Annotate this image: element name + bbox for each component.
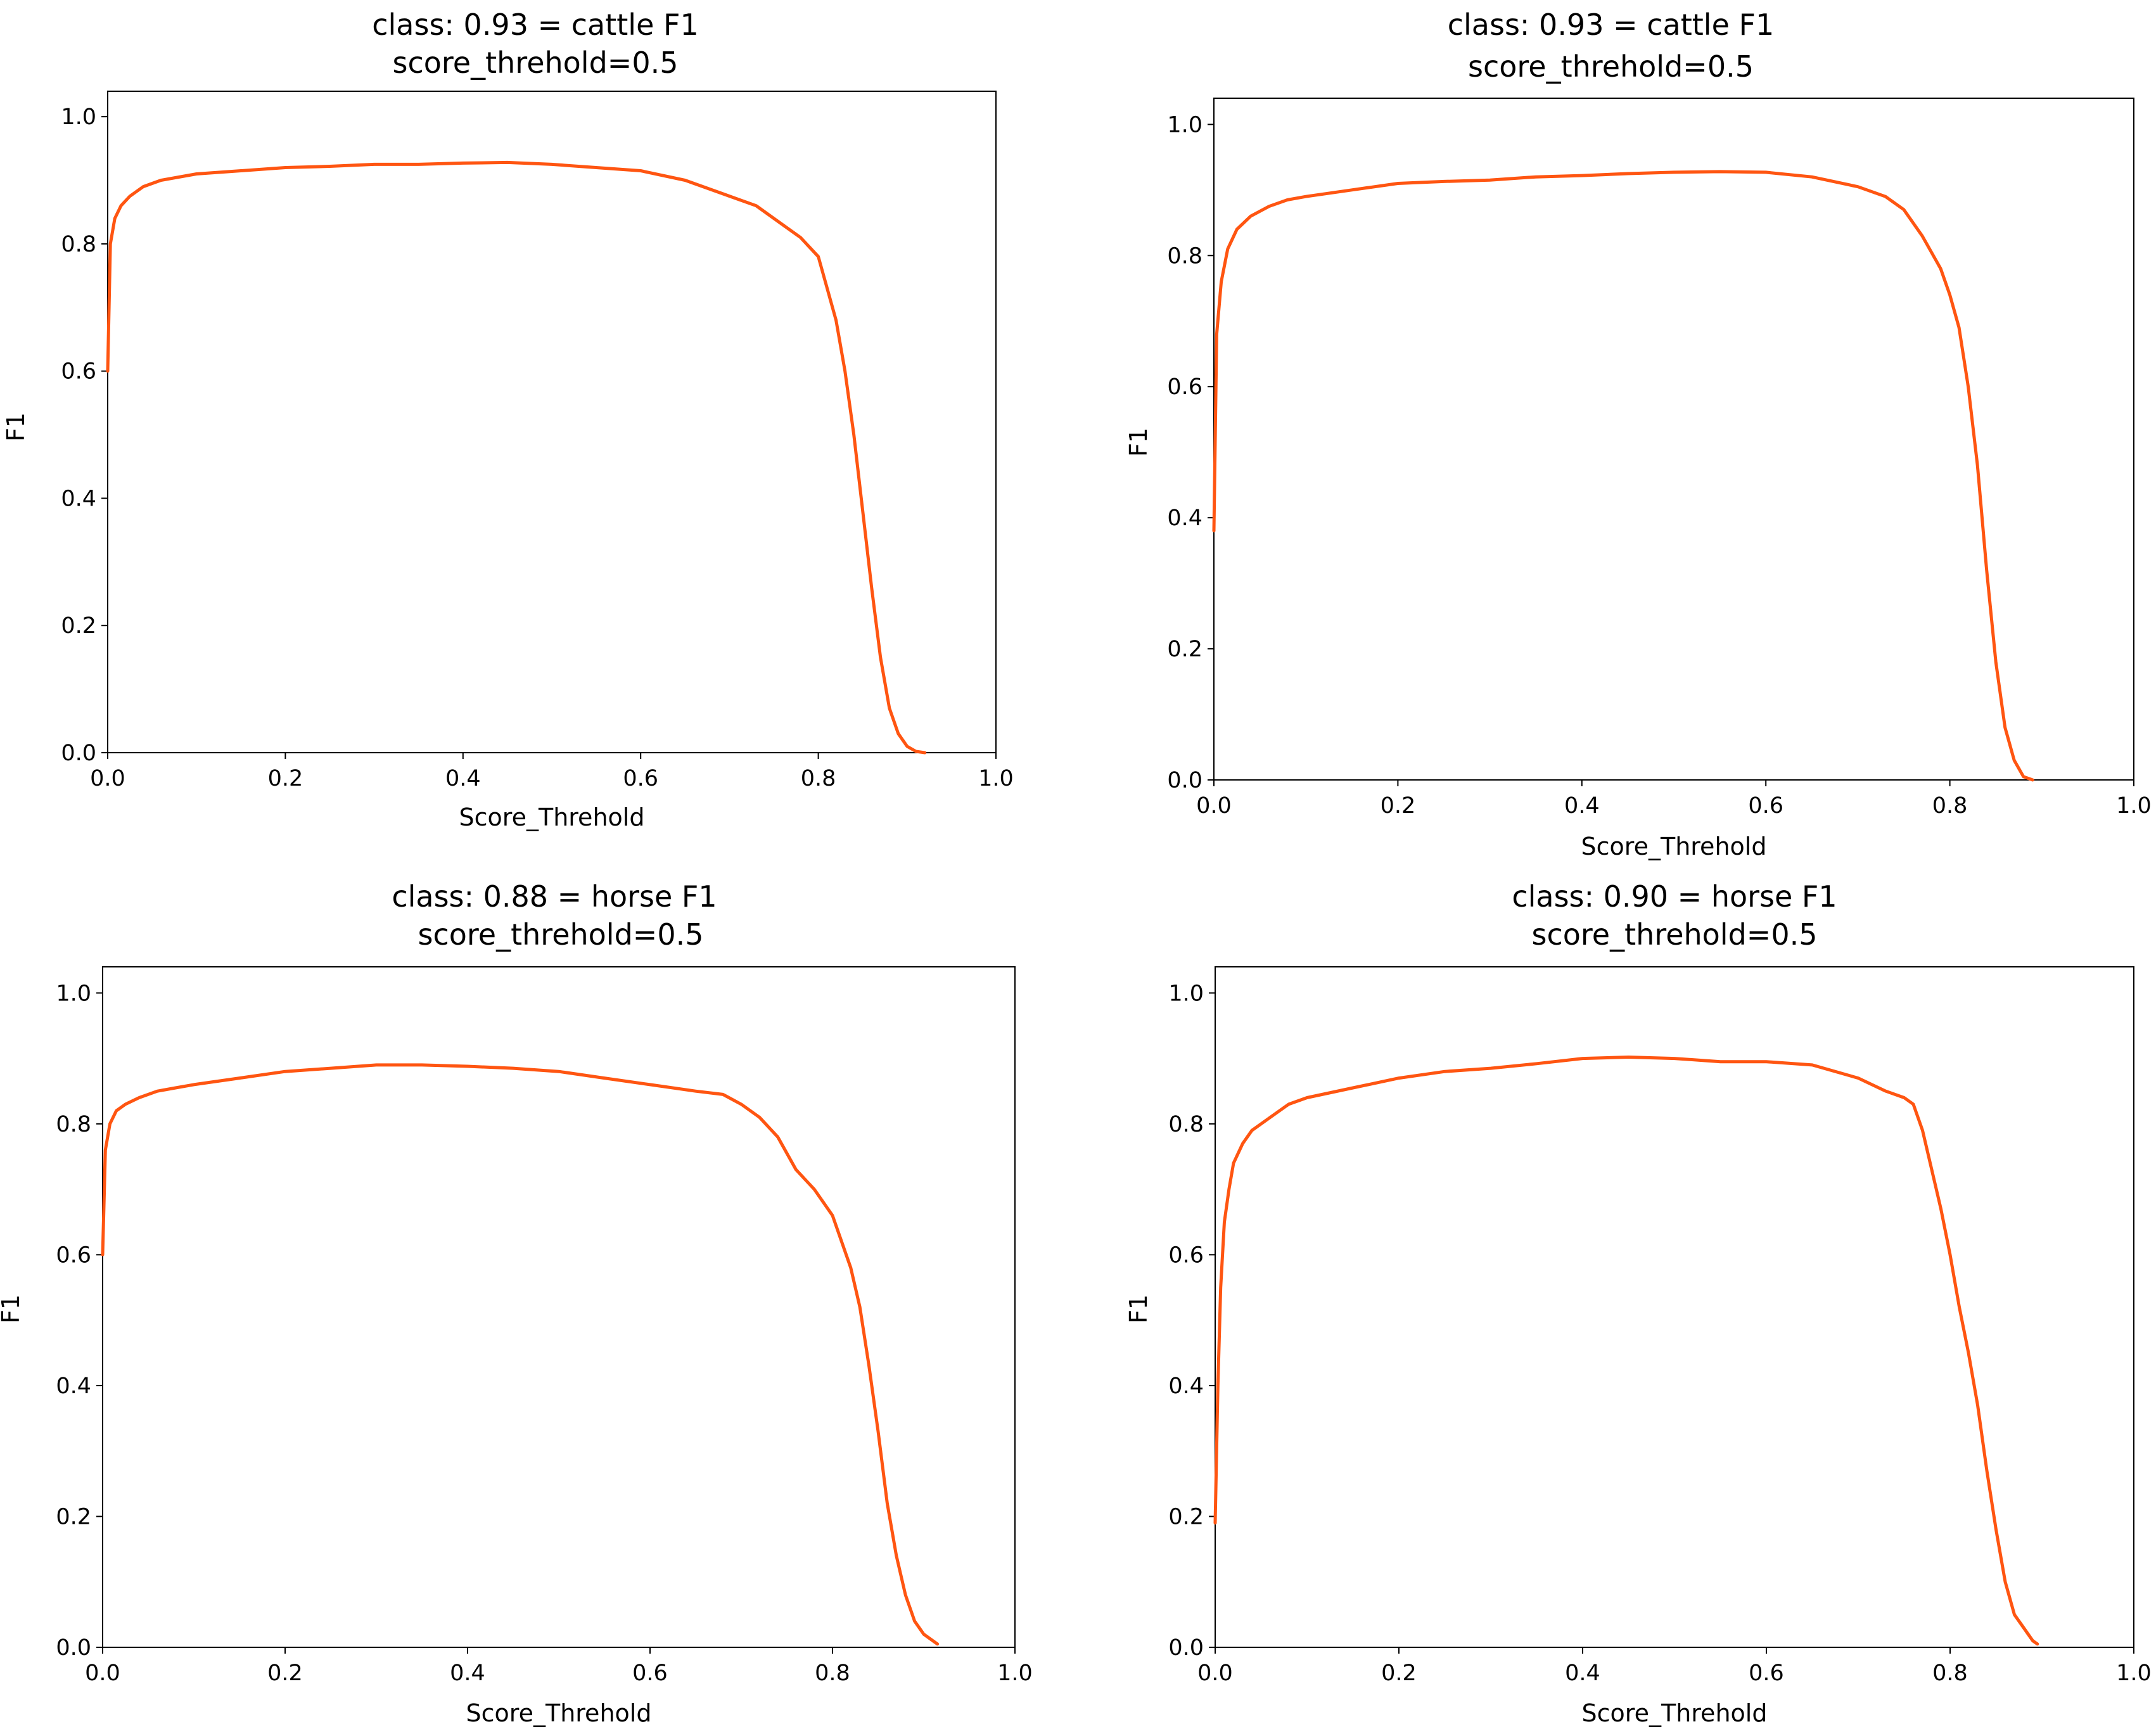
plot-frame [107, 91, 997, 753]
x-tick-label: 0.4 [1565, 1661, 1600, 1686]
x-tick-label: 1.0 [2116, 793, 2152, 819]
plot-frame [1213, 98, 2134, 781]
chart-subtitle: score_threhold=0.5 [1468, 49, 1754, 84]
chart-panel-4: class: 0.90 = horse F1 score_threhold=0.… [1077, 868, 2156, 1736]
y-tick-label: 0.2 [56, 1504, 91, 1529]
y-tick-label: 0.8 [1167, 243, 1202, 269]
x-tick-label: 0.8 [1932, 793, 1968, 819]
y-tick-label: 1.0 [56, 981, 91, 1006]
y-tick-label: 0.4 [56, 1374, 91, 1399]
y-tick-label: 0.4 [1168, 1374, 1204, 1399]
y-tick-label: 1.0 [1167, 112, 1202, 137]
y-tick-label: 0.8 [56, 1112, 91, 1137]
chart-title: class: 0.90 = horse F1 [1512, 879, 1837, 914]
chart-subtitle: score_threhold=0.5 [418, 917, 704, 952]
chart-title: class: 0.93 = cattle F1 [372, 8, 699, 42]
x-tick-label: 0.0 [90, 766, 125, 791]
x-tick-label: 0.6 [1748, 793, 1783, 819]
chart-subtitle: score_threhold=0.5 [392, 46, 679, 80]
plot-frame [1215, 966, 2134, 1648]
y-axis-label: F1 [0, 1294, 25, 1324]
x-tick-label: 0.2 [1381, 1661, 1417, 1686]
series-line [106, 160, 927, 755]
chart-panel-3: class: 0.88 = horse F1 score_threhold=0.… [0, 868, 1077, 1736]
plot-svg: 0.0 0.2 0.4 0.6 0.8 1.0 0.0 0.2 0.4 0.6 0.8 1.0 [1167, 98, 2152, 819]
y-tick-label: 0.6 [56, 1242, 91, 1268]
chart-title: class: 0.88 = horse F1 [392, 879, 717, 914]
y-axis-label: F1 [1125, 1294, 1153, 1324]
x-axis-label: Score_Threhold [459, 803, 645, 831]
series-line [1213, 1056, 2039, 1646]
plot-svg: 0.0 0.2 0.4 0.6 0.8 1.0 0.0 0.2 0.4 0.6 0.8 1.0 [1168, 966, 2152, 1686]
plot-svg: 0.0 0.2 0.4 0.6 0.8 1.0 0.0 0.2 0.4 0.6 0.8 1.0 [61, 91, 1014, 791]
y-tick-label: 0.4 [61, 486, 96, 511]
y-axis-label: F1 [1125, 427, 1153, 457]
x-tick-label: 0.8 [1932, 1661, 1968, 1686]
x-tick-label: 1.0 [978, 766, 1014, 791]
plot-frame [102, 966, 1016, 1648]
x-tick-label: 0.2 [268, 766, 303, 791]
y-tick-label: 0.6 [1168, 1242, 1204, 1268]
y-axis-label: F1 [2, 412, 30, 442]
y-tick-label: 0.2 [1168, 1504, 1204, 1529]
x-tick-label: 0.2 [1381, 793, 1416, 819]
x-tick-label: 0.2 [267, 1661, 303, 1686]
chart-panel-2: class: 0.93 = cattle F1 score_threhold=0… [1077, 0, 2156, 868]
plot-svg: 0.0 0.2 0.4 0.6 0.8 1.0 0.0 0.2 0.4 0.6 0.8 1.0 [56, 966, 1033, 1686]
x-axis-label: Score_Threhold [1581, 1699, 1768, 1727]
y-tick-label: 0.2 [61, 613, 96, 639]
series-line [1212, 170, 2034, 782]
x-tick-label: 0.4 [1564, 793, 1600, 819]
y-tick-label: 0.8 [61, 232, 96, 257]
y-tick-label: 0.6 [61, 359, 96, 385]
chart-subtitle: score_threhold=0.5 [1531, 917, 1818, 952]
x-tick-label: 0.4 [450, 1661, 485, 1686]
y-tick-label: 1.0 [61, 105, 96, 130]
x-tick-label: 1.0 [2116, 1661, 2152, 1686]
chart-title: class: 0.93 = cattle F1 [1447, 8, 1775, 42]
x-tick-label: 0.4 [445, 766, 481, 791]
x-axis-label: Score_Threhold [1581, 833, 1767, 860]
x-tick-label: 0.8 [815, 1661, 850, 1686]
y-tick-label: 1.0 [1168, 981, 1204, 1006]
y-tick-label: 0.0 [61, 741, 96, 766]
y-tick-label: 0.2 [1167, 637, 1202, 662]
x-tick-label: 0.0 [1197, 1661, 1233, 1686]
x-tick-label: 0.6 [632, 1661, 668, 1686]
x-axis-label: Score_Threhold [466, 1699, 652, 1727]
x-tick-label: 0.0 [85, 1661, 120, 1686]
y-tick-label: 0.0 [1168, 1635, 1204, 1661]
y-tick-label: 0.0 [56, 1635, 91, 1661]
chart-panel-1: class: 0.93 = cattle F1 score_threhold=0… [0, 0, 1077, 868]
x-tick-label: 0.6 [623, 766, 658, 791]
y-tick-label: 0.8 [1168, 1112, 1204, 1137]
y-tick-label: 0.0 [1167, 768, 1202, 793]
series-line [101, 1063, 940, 1646]
y-tick-label: 0.6 [1167, 374, 1202, 400]
y-tick-label: 0.4 [1167, 506, 1202, 531]
x-tick-label: 0.6 [1749, 1661, 1784, 1686]
x-tick-label: 0.8 [801, 766, 836, 791]
x-tick-label: 1.0 [997, 1661, 1033, 1686]
x-tick-label: 0.0 [1196, 793, 1232, 819]
